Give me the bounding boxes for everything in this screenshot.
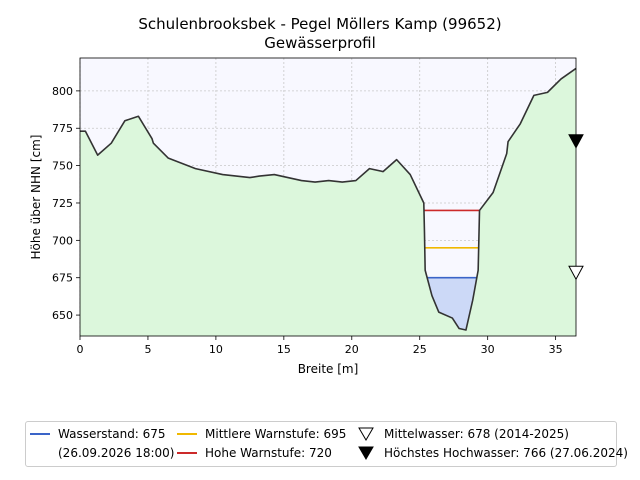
x-tick-label: 10 [209, 343, 223, 356]
ground-area [80, 68, 576, 336]
y-tick-label: 725 [52, 197, 73, 210]
x-tick-label: 15 [277, 343, 291, 356]
x-axis-label: Breite [m] [298, 362, 359, 376]
y-axis-label: Höhe über NHN [cm] [29, 135, 43, 260]
legend-line-hohe [177, 452, 197, 454]
legend-line-mittlere [177, 433, 197, 435]
legend-item-hohe: Hohe Warnstufe: 720 [177, 445, 332, 461]
x-tick-label: 0 [77, 343, 84, 356]
y-tick-label: 700 [52, 234, 73, 247]
legend-label-mittelwasser: Mittelwasser: 678 (2014-2025) [384, 427, 569, 441]
y-tick-label: 775 [52, 122, 73, 135]
legend-item-wasserstand: Wasserstand: 675 [30, 426, 166, 442]
plot-frame [79, 57, 577, 337]
y-tick-label: 650 [52, 309, 73, 322]
chart-subtitle: Gewässerprofil [264, 34, 376, 52]
chart-title: Schulenbrooksbek - Pegel Möllers Kamp (9… [138, 15, 502, 33]
y-tick-label: 800 [52, 85, 73, 98]
legend-line-wasserstand [30, 433, 50, 435]
legend-label-mittlere: Mittlere Warnstufe: 695 [205, 427, 347, 441]
legend-item-mittelwasser: Mittelwasser: 678 (2014-2025) [356, 426, 569, 442]
x-tick-label: 20 [345, 343, 359, 356]
x-tick-label: 25 [413, 343, 427, 356]
mittelwasser-marker [568, 265, 584, 281]
legend-label-hohe: Hohe Warnstufe: 720 [205, 446, 332, 460]
x-tick-label: 35 [549, 343, 563, 356]
open-triangle-icon [356, 426, 376, 442]
legend: Wasserstand: 675 (26.09.2026 18:00) Mitt… [25, 421, 628, 467]
hochwasser-marker [568, 134, 584, 149]
legend-item-hochwasser: Höchstes Hochwasser: 766 (27.06.2024) [356, 445, 628, 461]
filled-triangle-icon [356, 445, 376, 461]
y-tick-label: 675 [52, 272, 73, 285]
legend-label-wasserstand: Wasserstand: 675 [58, 427, 166, 441]
legend-item-wasserstand-date: (26.09.2026 18:00) [58, 445, 174, 461]
legend-item-mittlere: Mittlere Warnstufe: 695 [177, 426, 346, 442]
profile-line [80, 67, 577, 331]
x-tick-label: 5 [144, 343, 151, 356]
legend-label-hochwasser: Höchstes Hochwasser: 766 (27.06.2024) [384, 446, 628, 460]
x-tick-label: 30 [481, 343, 495, 356]
water-area [427, 277, 477, 331]
y-tick-label: 750 [52, 160, 73, 173]
legend-label-wasserstand-date: (26.09.2026 18:00) [58, 446, 175, 460]
